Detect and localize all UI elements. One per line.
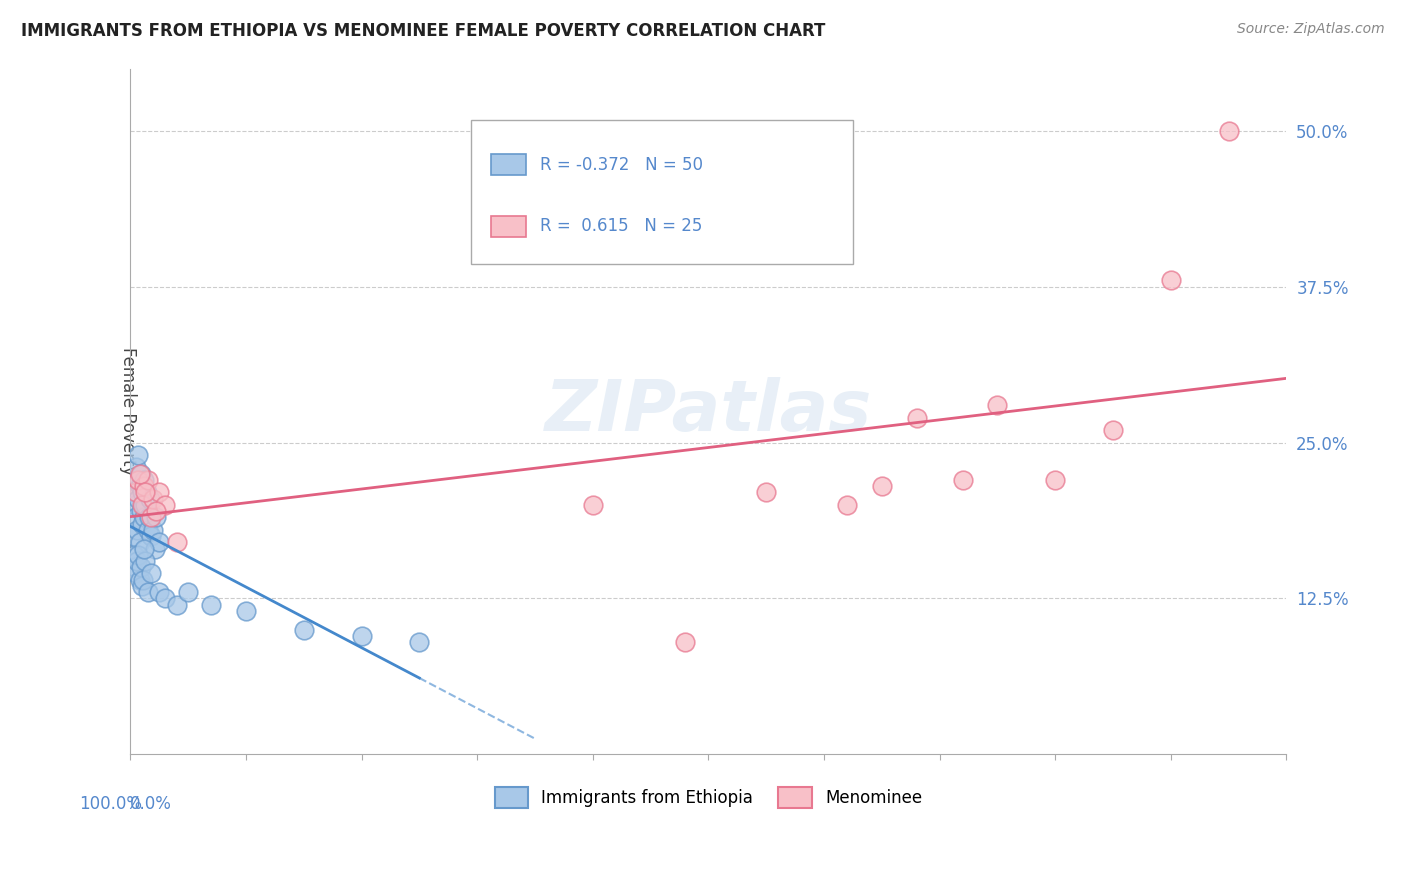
Point [125, 485, 148, 500]
Point [986, 398, 1008, 412]
Point [139, 491, 162, 506]
Text: Source: ZipAtlas.com: Source: ZipAtlas.com [1237, 22, 1385, 37]
Text: 100.0%: 100.0% [79, 796, 142, 814]
Point [134, 541, 156, 556]
Point [143, 541, 166, 556]
Point [129, 467, 152, 481]
Point [153, 591, 176, 606]
Point [125, 510, 148, 524]
Point [148, 485, 170, 500]
Point [837, 498, 859, 512]
Point [1160, 273, 1182, 287]
Point [132, 573, 155, 587]
Point [135, 485, 157, 500]
Point [166, 535, 188, 549]
Point [134, 485, 156, 500]
Point [127, 473, 149, 487]
Point [134, 473, 156, 487]
Point [673, 635, 696, 649]
Point [235, 604, 257, 618]
Point [124, 560, 146, 574]
Point [127, 473, 149, 487]
Legend: Immigrants from Ethiopia, Menominee: Immigrants from Ethiopia, Menominee [488, 780, 929, 814]
Point [148, 535, 170, 549]
Point [1045, 473, 1067, 487]
Point [129, 504, 152, 518]
Point [121, 529, 143, 543]
Point [127, 448, 149, 462]
Point [138, 510, 160, 524]
Text: R =  0.615   N = 25: R = 0.615 N = 25 [540, 218, 702, 235]
Point [122, 548, 145, 562]
Point [142, 491, 165, 506]
Point [131, 498, 153, 512]
Point [134, 479, 156, 493]
Bar [491, 216, 526, 236]
Point [755, 485, 778, 500]
Point [131, 579, 153, 593]
Point [136, 585, 159, 599]
Point [132, 498, 155, 512]
Point [148, 585, 170, 599]
Point [125, 460, 148, 475]
Point [131, 516, 153, 531]
Point [128, 535, 150, 549]
Point [292, 623, 315, 637]
Point [136, 523, 159, 537]
Point [128, 467, 150, 481]
Point [166, 598, 188, 612]
Point [582, 498, 605, 512]
Point [408, 635, 430, 649]
Point [350, 629, 373, 643]
Point [128, 479, 150, 493]
Point [134, 498, 156, 512]
Point [125, 566, 148, 581]
Point [127, 491, 149, 506]
Point [134, 510, 156, 524]
Point [127, 548, 149, 562]
Point [141, 566, 163, 581]
Point [136, 473, 159, 487]
Point [141, 529, 163, 543]
Point [200, 598, 222, 612]
Point [127, 523, 149, 537]
Point [145, 510, 167, 524]
Point [142, 523, 165, 537]
Text: R = -0.372   N = 50: R = -0.372 N = 50 [540, 155, 703, 174]
Point [952, 473, 974, 487]
Point [129, 560, 152, 574]
Point [153, 498, 176, 512]
Point [1102, 423, 1125, 437]
FancyBboxPatch shape [471, 120, 853, 264]
Point [1218, 124, 1240, 138]
Text: ZIPatlas: ZIPatlas [544, 376, 872, 446]
Point [870, 479, 893, 493]
Point [134, 554, 156, 568]
Point [177, 585, 200, 599]
Point [128, 573, 150, 587]
Text: IMMIGRANTS FROM ETHIOPIA VS MENOMINEE FEMALE POVERTY CORRELATION CHART: IMMIGRANTS FROM ETHIOPIA VS MENOMINEE FE… [21, 22, 825, 40]
Point [141, 510, 163, 524]
Point [905, 410, 928, 425]
Point [124, 498, 146, 512]
Y-axis label: Female Poverty: Female Poverty [120, 347, 138, 475]
Text: 0.0%: 0.0% [131, 796, 173, 814]
Point [145, 504, 167, 518]
Bar [491, 154, 526, 175]
Point [127, 554, 149, 568]
Point [122, 485, 145, 500]
Point [131, 485, 153, 500]
